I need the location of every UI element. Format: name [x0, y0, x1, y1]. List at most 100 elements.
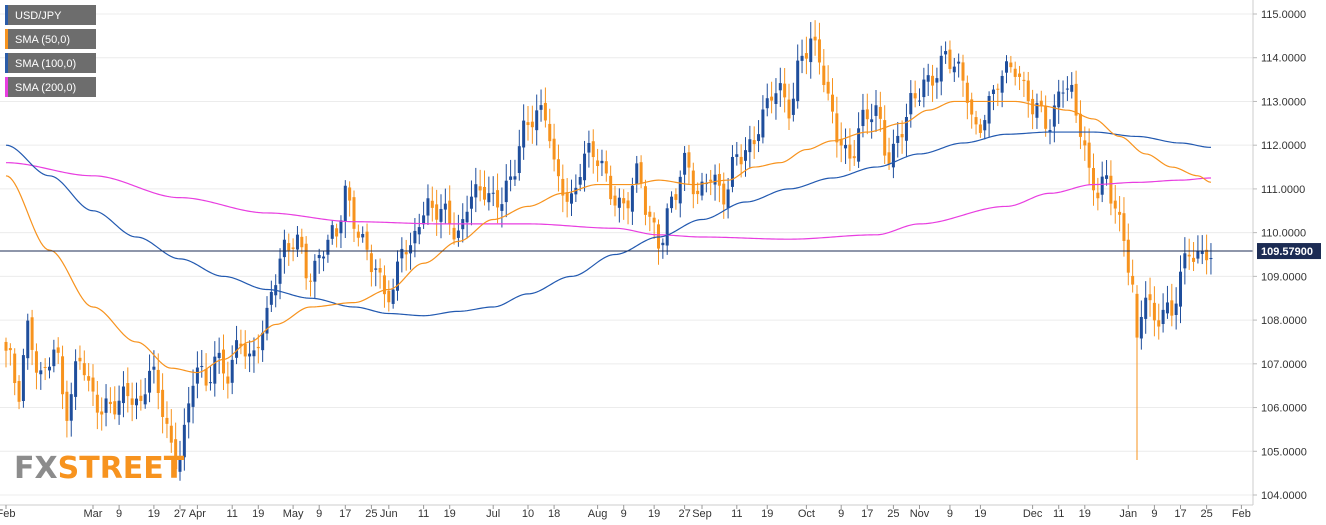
candle-down	[883, 120, 887, 156]
x-tick-label: Nov	[910, 508, 930, 520]
candle-up	[809, 38, 813, 63]
candle-up	[152, 366, 156, 370]
candle-up	[774, 93, 778, 104]
candlesticks	[4, 20, 1213, 481]
candle-up	[26, 320, 30, 359]
sma-200-line	[5, 162, 1211, 240]
candle-down	[1126, 239, 1130, 273]
candle-up	[891, 143, 895, 168]
candle-down	[648, 211, 652, 217]
candle-down	[300, 236, 304, 248]
candle-down	[365, 231, 369, 250]
candle-down	[913, 93, 917, 99]
candle-down	[813, 36, 817, 41]
candle-up	[922, 79, 926, 98]
candle-down	[878, 106, 882, 119]
candle-up	[278, 258, 282, 284]
candle-down	[1118, 211, 1122, 215]
legend-item: USD/JPY	[5, 5, 96, 25]
candle-up	[426, 198, 430, 216]
candle-down	[1074, 83, 1078, 116]
candle-down	[100, 411, 104, 415]
candle-up	[1052, 105, 1056, 127]
y-tick-label: 113.0000	[1261, 96, 1306, 108]
x-tick-label: Oct	[798, 508, 815, 520]
x-tick-label: Aug	[588, 508, 608, 520]
candle-down	[817, 39, 821, 63]
candle-down	[291, 247, 295, 249]
candle-up	[513, 176, 517, 180]
x-tick-label: Dec	[1023, 508, 1043, 520]
candle-up	[1174, 303, 1178, 315]
candle-up	[265, 307, 269, 334]
x-tick-label: 17	[339, 508, 351, 520]
candle-up	[987, 95, 991, 124]
candle-up	[926, 75, 930, 82]
candle-up	[713, 174, 717, 185]
candle-down	[130, 398, 134, 405]
candle-down	[978, 124, 982, 133]
candle-up	[317, 255, 321, 259]
candle-up	[587, 142, 591, 153]
candle-up	[1179, 271, 1182, 307]
candle-up	[983, 120, 987, 131]
candle-up	[952, 66, 956, 73]
candle-up	[295, 234, 299, 250]
candle-up	[52, 349, 56, 367]
candle-up	[48, 366, 51, 371]
candle-up	[374, 268, 378, 270]
candle-down	[622, 198, 626, 204]
candle-up	[683, 152, 687, 175]
candle-up	[343, 185, 347, 222]
candle-up	[439, 208, 443, 222]
x-tick-label: Feb	[1232, 508, 1251, 520]
candle-up	[1105, 175, 1109, 179]
x-tick-label: 25	[365, 508, 377, 520]
candle-up	[1035, 103, 1039, 118]
candle-down	[1009, 62, 1013, 68]
candle-down	[17, 381, 21, 402]
candle-down	[82, 363, 86, 376]
candle-down	[643, 186, 647, 215]
candle-down	[1039, 100, 1043, 107]
x-tick-label: 9	[621, 508, 627, 520]
candle-up	[117, 400, 121, 415]
candle-up	[491, 192, 495, 194]
x-tick-label: 19	[252, 508, 264, 520]
candle-up	[670, 196, 674, 209]
candle-down	[831, 94, 834, 112]
candle-down	[826, 81, 830, 94]
candle-up	[500, 204, 504, 211]
candle-up	[74, 361, 78, 397]
candle-down	[556, 159, 560, 177]
x-tick-label: 27	[174, 508, 186, 520]
candle-down	[30, 317, 34, 350]
legend-item-bg	[5, 77, 96, 97]
last-price-label: 109.57900	[1261, 246, 1313, 258]
candle-up	[252, 350, 256, 357]
candle-up	[630, 185, 634, 212]
candle-down	[222, 349, 225, 374]
candle-up	[757, 134, 761, 142]
candle-up	[1165, 302, 1169, 314]
y-tick-label: 109.0000	[1261, 271, 1307, 283]
candle-down	[387, 290, 391, 303]
candle-down	[126, 383, 130, 397]
legend-item: SMA (50,0)	[5, 29, 96, 49]
candle-up	[104, 398, 108, 413]
candle-down	[4, 341, 8, 351]
candle-down	[156, 369, 160, 393]
legend-label: SMA (200,0)	[15, 82, 76, 94]
candle-down	[709, 179, 713, 182]
candle-down	[369, 253, 373, 273]
candle-down	[604, 161, 608, 174]
x-tick-label: 17	[1174, 508, 1186, 520]
candle-up	[935, 78, 939, 83]
candle-up	[1144, 297, 1148, 319]
candle-down	[1148, 294, 1152, 301]
candle-up	[539, 105, 543, 110]
legend-color-swatch	[5, 5, 8, 25]
candle-up	[230, 359, 234, 383]
candle-down	[65, 391, 69, 421]
x-tick-label: Feb	[0, 508, 15, 520]
